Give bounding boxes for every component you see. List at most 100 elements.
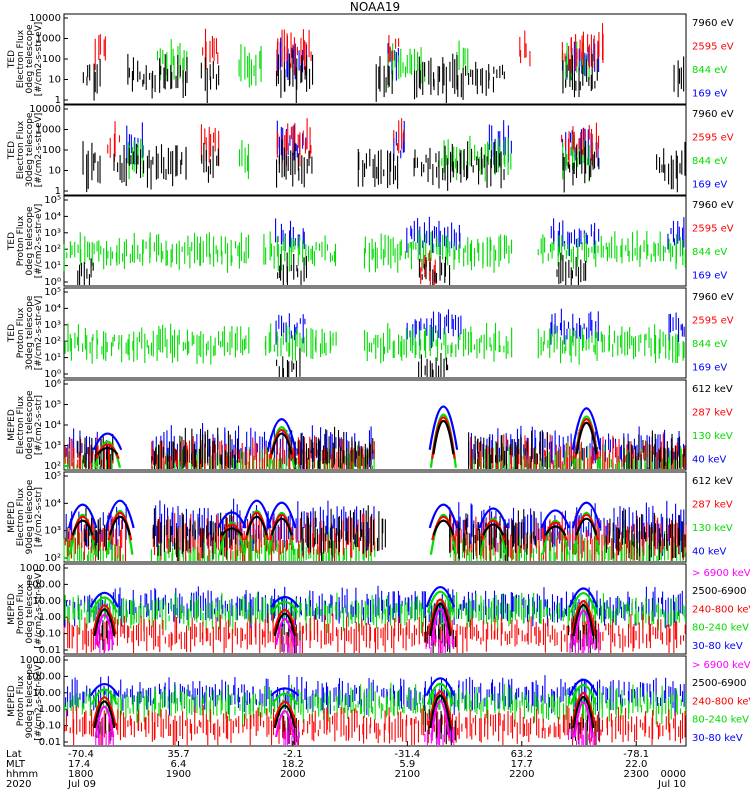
y-axis-label: 0deg telescope bbox=[25, 24, 35, 94]
flux-arch bbox=[428, 405, 459, 450]
flux-arch bbox=[266, 418, 297, 450]
flux-arch bbox=[69, 514, 97, 555]
y-axis-label: [#/cm2-s-str] bbox=[34, 487, 44, 547]
flux-arch bbox=[426, 682, 454, 705]
panel-meped-proton-0deg: 1000.00 100.00 10.00 1.00 0.10 0.01 MEPED Proto… bbox=[7, 563, 750, 656]
footer-row-label: hhmm bbox=[6, 769, 38, 780]
flux-arch bbox=[92, 432, 123, 451]
footer-value: 2000 bbox=[280, 769, 305, 780]
flux-arch bbox=[90, 688, 118, 706]
y-axis-label: TED bbox=[7, 324, 17, 343]
footer-value: 6.4 bbox=[170, 759, 186, 770]
flux-arch bbox=[428, 503, 459, 529]
footer-value: Jul 10 bbox=[657, 779, 686, 790]
y-axis-label: 30deg telescope bbox=[25, 112, 35, 187]
flux-arch bbox=[572, 603, 595, 637]
legend-entry: 130 keV bbox=[692, 431, 733, 442]
legend-entry: 30-80 keV bbox=[692, 733, 743, 744]
data-marks bbox=[63, 405, 686, 469]
y-axis-label: Proton Flux bbox=[16, 583, 26, 634]
y-axis-label: [#/cm2-s-str-keV] bbox=[34, 569, 44, 648]
y-tick-label: 1000.00 bbox=[20, 655, 61, 666]
y-tick-label: 1.00 bbox=[39, 612, 61, 623]
legend-entry: 2500-6900 bbox=[692, 586, 747, 597]
y-axis-label: TED bbox=[7, 141, 17, 160]
legend-entry: 844 eV bbox=[692, 156, 727, 167]
legend-entry: 844 eV bbox=[692, 339, 727, 350]
panel-ted-electron-30deg: 10000 1000 100 10 1 TED Electron Flux 30deg tel… bbox=[7, 104, 734, 197]
y-tick-label: 10² bbox=[44, 461, 61, 472]
legend-entry: 169 eV bbox=[692, 88, 727, 99]
legend-entry: 30-80 keV bbox=[692, 641, 743, 652]
flux-arch bbox=[571, 501, 602, 529]
flux-arch bbox=[242, 499, 272, 529]
flux-arch bbox=[105, 499, 135, 529]
legend-entry: 240-800 keV bbox=[692, 604, 750, 615]
y-tick-label: 10000 bbox=[29, 13, 61, 24]
footer-value: 2300 bbox=[624, 769, 649, 780]
footer-value: Jul 09 bbox=[67, 779, 96, 790]
y-tick-label: 10 bbox=[48, 166, 61, 177]
y-tick-label: 100 bbox=[42, 54, 61, 65]
flux-arch bbox=[270, 596, 300, 608]
y-tick-label: 100 bbox=[42, 145, 61, 156]
legend-entry: 844 eV bbox=[692, 247, 727, 258]
y-tick-label: 1.00 bbox=[39, 704, 61, 715]
panel-meped-proton-90deg: 1000.00 100.00 10.00 1.00 0.10 0.01 MEPED Proto… bbox=[7, 655, 750, 748]
y-tick-label: 0.01 bbox=[39, 645, 61, 656]
flux-arch bbox=[428, 690, 453, 727]
flux-arch bbox=[92, 604, 117, 635]
y-tick-label: 1000 bbox=[36, 125, 61, 136]
y-axis-label: [#/cm2-s-str-eV] bbox=[34, 204, 44, 279]
legend-entry: 612 keV bbox=[692, 384, 733, 395]
flux-arch bbox=[94, 613, 115, 646]
footer-value: 18.2 bbox=[282, 759, 304, 770]
flux-arch bbox=[430, 700, 451, 738]
data-marks bbox=[63, 216, 686, 285]
y-axis-label: Proton Flux bbox=[16, 307, 26, 358]
flux-arch bbox=[429, 514, 457, 555]
y-tick-label: 10⁴ bbox=[44, 498, 61, 509]
flux-arch bbox=[571, 691, 596, 727]
data-marks bbox=[64, 308, 685, 377]
flux-arch bbox=[478, 507, 508, 529]
flux-arch bbox=[573, 701, 594, 738]
footer-value: 5.9 bbox=[399, 759, 415, 770]
flux-arch bbox=[568, 678, 599, 697]
y-axis-label: [#/cm2-s-str-eV] bbox=[34, 113, 44, 188]
flux-arch bbox=[71, 519, 94, 536]
y-tick-label: 10000 bbox=[29, 104, 61, 115]
y-tick-label: 0.10 bbox=[39, 721, 61, 732]
y-tick-label: 10³ bbox=[44, 526, 61, 537]
flux-arch bbox=[544, 525, 567, 536]
panel-ted-proton-0deg: 10⁵ 10⁴ 10³ 10² 10¹ 10⁰ TED Proton Flux 0deg tel… bbox=[7, 195, 734, 288]
flux-arch bbox=[96, 446, 119, 455]
flux-arch bbox=[482, 523, 505, 536]
y-tick-label: 100.00 bbox=[26, 579, 61, 590]
legend-entry: > 6900 keV bbox=[692, 660, 750, 671]
plot-frame bbox=[63, 195, 687, 287]
legend-entry: 169 eV bbox=[692, 270, 727, 281]
flux-arch bbox=[92, 696, 117, 727]
flux-arch bbox=[272, 608, 298, 635]
y-tick-label: 10¹ bbox=[44, 261, 61, 272]
y-tick-label: 1000.00 bbox=[20, 563, 61, 574]
chart-title: NOAA19 bbox=[349, 0, 401, 14]
flux-arch bbox=[432, 419, 455, 455]
y-tick-label: 10.00 bbox=[32, 596, 61, 607]
flux-arch bbox=[272, 700, 298, 727]
y-tick-label: 10² bbox=[44, 244, 61, 255]
flux-arch bbox=[245, 515, 268, 536]
y-tick-label: 10⁴ bbox=[44, 303, 61, 314]
flux-arch bbox=[273, 704, 296, 729]
y-axis-label: MEPED bbox=[7, 501, 17, 533]
y-tick-label: 10² bbox=[44, 336, 61, 347]
y-axis-label: 0deg telescope bbox=[25, 206, 35, 276]
y-tick-label: 10⁵ bbox=[44, 400, 61, 411]
flux-arch bbox=[425, 677, 456, 697]
legend-entry: 844 eV bbox=[692, 65, 727, 76]
y-tick-label: 10³ bbox=[44, 441, 61, 452]
y-axis-label: MEPED bbox=[7, 593, 17, 625]
data-marks bbox=[82, 23, 685, 103]
